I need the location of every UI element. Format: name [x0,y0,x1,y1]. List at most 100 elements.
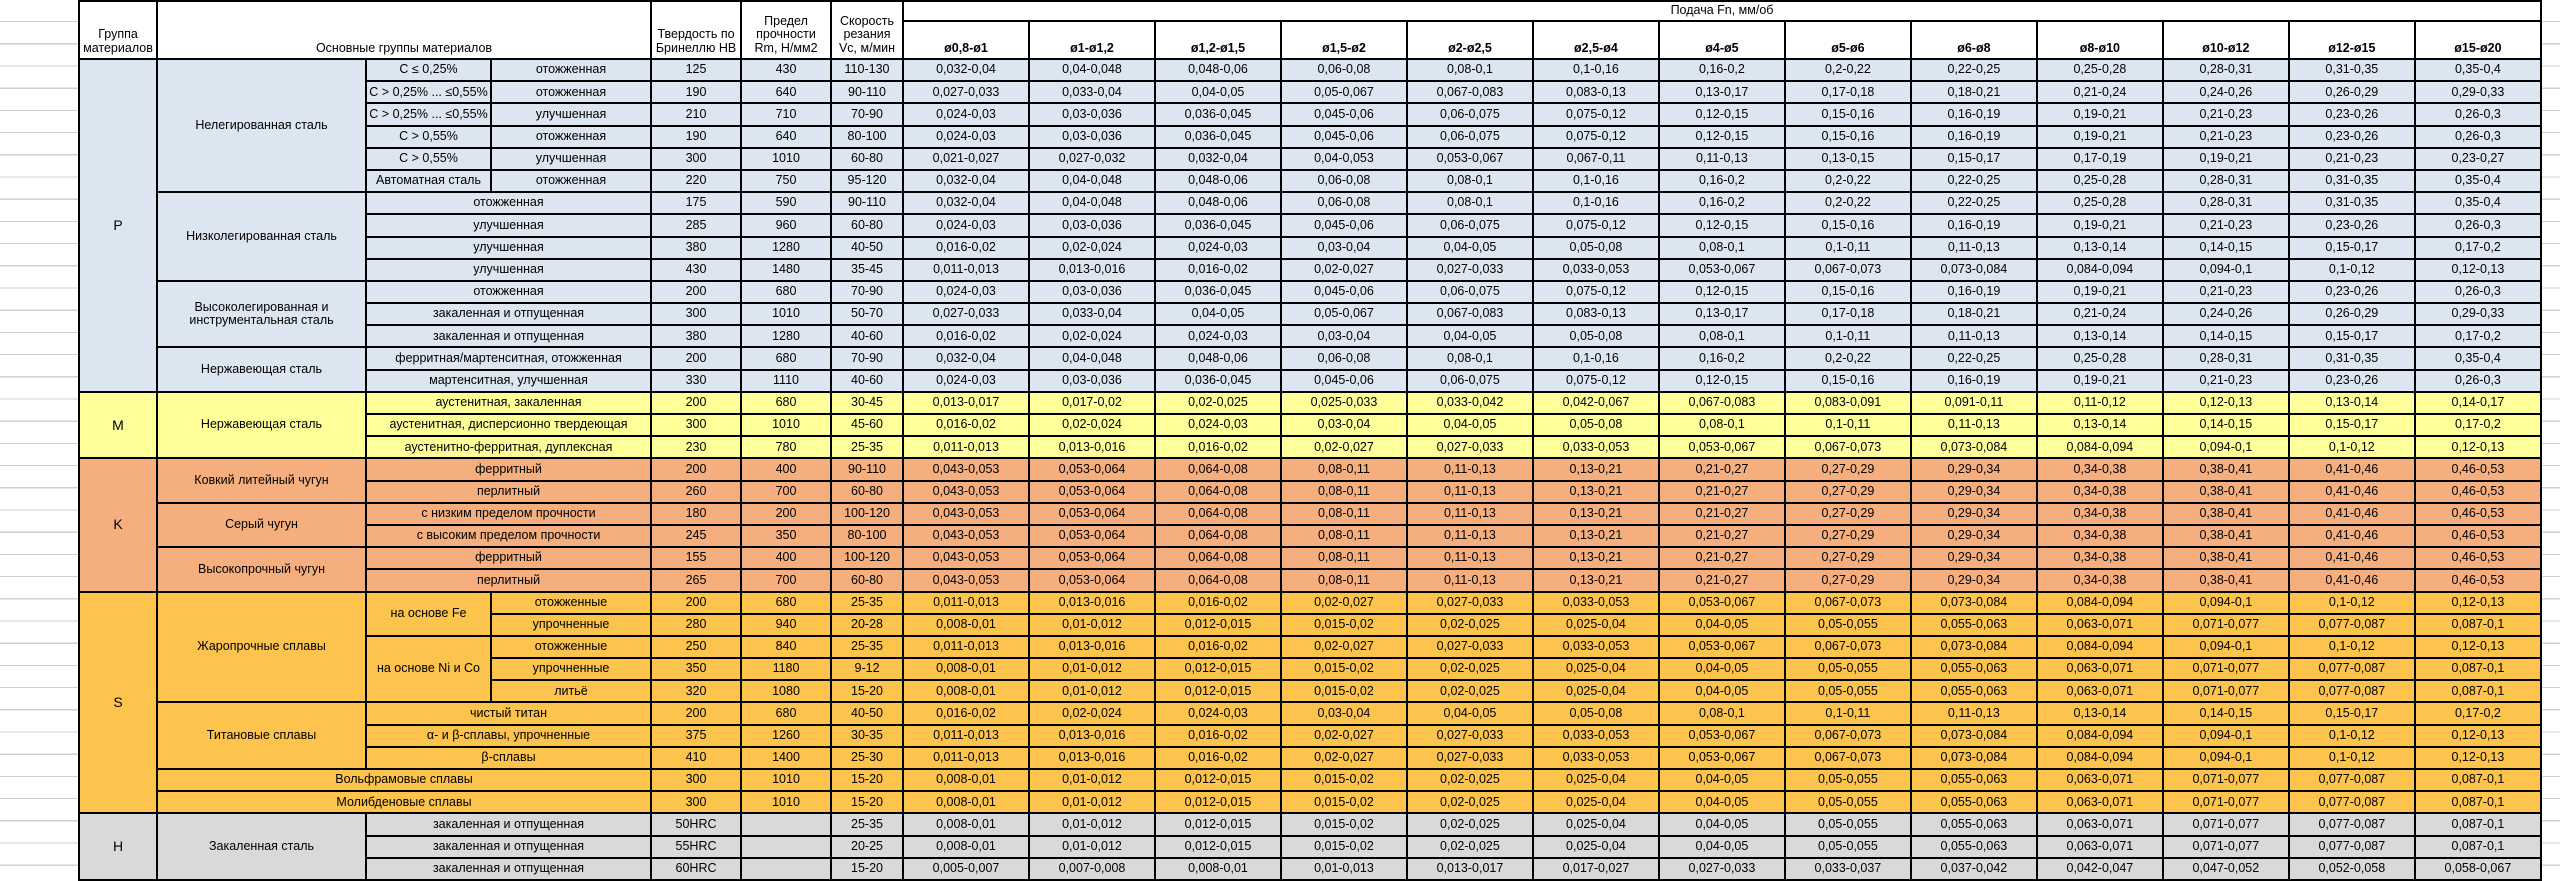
cell-feed-value[interactable]: 0,04-0,048 [1028,168,1156,194]
cell-feed-value[interactable]: 0,08-0,11 [1279,479,1408,504]
cell-feed-value[interactable]: 0,011-0,013 [902,723,1030,748]
cell-speed-vc[interactable]: 60-80 [830,146,905,171]
cell-strength-rm[interactable]: 1480 [740,257,833,282]
cell-feed-value[interactable]: 0,12-0,13 [2413,435,2543,460]
cell-feed-value[interactable]: 0,06-0,075 [1405,279,1534,305]
cell-feed-value[interactable]: 0,28-0,31 [2161,191,2290,216]
cell-hardness-hb[interactable]: 190 [650,80,743,105]
cell-feed-value[interactable]: 0,08-0,1 [1657,701,1786,726]
cell-feed-value[interactable]: 0,032-0,04 [902,346,1030,371]
cell-feed-value[interactable]: 0,38-0,41 [2161,568,2290,593]
cell-feed-value[interactable]: 0,01-0,012 [1028,657,1156,682]
cell-material-label[interactable]: закаленная и отпущенная [364,856,653,881]
cell-feed-value[interactable]: 0,053-0,067 [1657,435,1786,460]
cell-feed-value[interactable]: 0,24-0,26 [2161,302,2290,327]
cell-feed-value[interactable]: 0,087-0,1 [2413,657,2543,682]
cell-feed-value[interactable]: 0,08-0,1 [1405,57,1534,83]
cell-feed-value[interactable]: 0,21-0,23 [2287,146,2416,171]
header-feed-col[interactable]: ø2-ø2,5 [1405,20,1534,60]
header-feed-col[interactable]: ø5-ø6 [1783,20,1912,60]
cell-feed-value[interactable]: 0,14-0,15 [2161,324,2290,349]
cell-feed-value[interactable]: 0,043-0,053 [902,479,1030,504]
cell-hardness-hb[interactable]: 200 [650,457,743,482]
cell-feed-value[interactable]: 0,38-0,41 [2161,479,2290,504]
cell-feed-value[interactable]: 0,067-0,073 [1783,590,1912,615]
cell-speed-vc[interactable]: 90-110 [830,80,905,105]
cell-feed-value[interactable]: 0,094-0,1 [2161,723,2290,748]
cell-feed-value[interactable]: 0,11-0,13 [1657,146,1786,171]
cell-feed-value[interactable]: 0,094-0,1 [2161,745,2290,771]
cell-material-label[interactable]: отожженная [364,191,653,216]
cell-feed-value[interactable]: 0,064-0,08 [1153,479,1282,504]
cell-feed-value[interactable]: 0,21-0,24 [2035,302,2164,327]
cell-feed-value[interactable]: 0,21-0,23 [2161,279,2290,305]
header-feed-col[interactable]: ø12-ø15 [2287,20,2416,60]
cell-feed-value[interactable]: 0,033-0,053 [1531,590,1660,615]
cell-feed-value[interactable]: 0,024-0,03 [902,279,1030,305]
cell-feed-value[interactable]: 0,087-0,1 [2413,790,2543,815]
cell-speed-vc[interactable]: 60-80 [830,479,905,504]
cell-feed-value[interactable]: 0,063-0,071 [2035,767,2164,793]
cell-feed-value[interactable]: 0,064-0,08 [1153,523,1282,549]
cell-feed-value[interactable]: 0,032-0,04 [1153,146,1282,171]
cell-material-label[interactable]: отожженные [489,590,653,615]
cell-feed-value[interactable]: 0,033-0,04 [1028,302,1156,327]
cell-feed-value[interactable]: 0,02-0,024 [1028,701,1156,726]
cell-feed-value[interactable]: 0,13-0,21 [1531,523,1660,549]
cell-material-label[interactable]: улучшенная [489,102,653,127]
cell-feed-value[interactable]: 0,036-0,045 [1153,279,1282,305]
cell-feed-value[interactable]: 0,21-0,27 [1657,501,1786,526]
cell-strength-rm[interactable]: 1010 [740,146,833,171]
cell-feed-value[interactable]: 0,073-0,084 [1909,590,2038,615]
cell-feed-value[interactable]: 0,04-0,05 [1405,324,1534,349]
cell-hardness-hb[interactable]: 200 [650,390,743,416]
cell-feed-value[interactable]: 0,013-0,017 [1405,856,1534,881]
cell-feed-value[interactable]: 0,033-0,037 [1783,856,1912,881]
cell-feed-value[interactable]: 0,16-0,2 [1657,168,1786,194]
cell-feed-value[interactable]: 0,11-0,13 [1909,412,2038,438]
header-strength-rm[interactable]: Предел прочности Rm, Н/мм2 [740,0,833,60]
cell-material-label[interactable]: аустенитная, дисперсионно твердеющая [364,412,653,438]
cell-feed-value[interactable]: 0,02-0,025 [1405,812,1534,837]
cell-feed-value[interactable]: 0,091-0,11 [1909,390,2038,416]
cell-feed-value[interactable]: 0,016-0,02 [1153,723,1282,748]
cell-feed-value[interactable]: 0,04-0,05 [1405,701,1534,726]
cell-feed-value[interactable]: 0,1-0,12 [2287,745,2416,771]
cell-feed-value[interactable]: 0,008-0,01 [902,834,1030,859]
cell-feed-value[interactable]: 0,058-0,067 [2413,856,2543,881]
cell-feed-value[interactable]: 0,03-0,04 [1279,235,1408,260]
cell-strength-rm[interactable]: 680 [740,701,833,726]
cell-feed-value[interactable]: 0,01-0,012 [1028,612,1156,637]
cell-feed-value[interactable]: 0,19-0,21 [2035,102,2164,127]
cell-feed-value[interactable]: 0,053-0,064 [1028,457,1156,482]
cell-feed-value[interactable]: 0,071-0,077 [2161,679,2290,704]
cell-feed-value[interactable]: 0,15-0,17 [2287,235,2416,260]
cell-feed-value[interactable]: 0,05-0,08 [1531,701,1660,726]
cell-feed-value[interactable]: 0,21-0,27 [1657,479,1786,504]
cell-material-label[interactable]: литьё [489,679,653,704]
cell-hardness-hb[interactable]: 230 [650,435,743,460]
cell-feed-value[interactable]: 0,12-0,13 [2413,723,2543,748]
cell-strength-rm[interactable]: 840 [740,634,833,660]
cell-feed-value[interactable]: 0,071-0,077 [2161,790,2290,815]
cell-feed-value[interactable]: 0,13-0,21 [1531,501,1660,526]
cell-hardness-hb[interactable]: 155 [650,546,743,571]
cell-feed-value[interactable]: 0,01-0,012 [1028,834,1156,859]
cell-feed-value[interactable]: 0,15-0,16 [1783,102,1912,127]
cell-feed-value[interactable]: 0,017-0,027 [1531,856,1660,881]
cell-speed-vc[interactable]: 95-120 [830,168,905,194]
cell-feed-value[interactable]: 0,024-0,03 [902,102,1030,127]
cell-speed-vc[interactable]: 15-20 [830,856,905,881]
cell-feed-value[interactable]: 0,06-0,075 [1405,368,1534,393]
cell-feed-value[interactable]: 0,008-0,01 [902,767,1030,793]
cell-feed-value[interactable]: 0,075-0,12 [1531,368,1660,393]
cell-feed-value[interactable]: 0,024-0,03 [1153,412,1282,438]
cell-feed-value[interactable]: 0,067-0,073 [1783,257,1912,282]
cell-material-label[interactable]: отожженная [489,168,653,194]
cell-speed-vc[interactable]: 100-120 [830,546,905,571]
cell-feed-value[interactable]: 0,13-0,21 [1531,546,1660,571]
cell-feed-value[interactable]: 0,027-0,033 [1405,723,1534,748]
cell-material-label[interactable]: C ≤ 0,25% [365,57,492,83]
cell-material-label[interactable]: Нелегированная сталь [156,57,367,194]
cell-feed-value[interactable]: 0,41-0,46 [2287,501,2416,526]
